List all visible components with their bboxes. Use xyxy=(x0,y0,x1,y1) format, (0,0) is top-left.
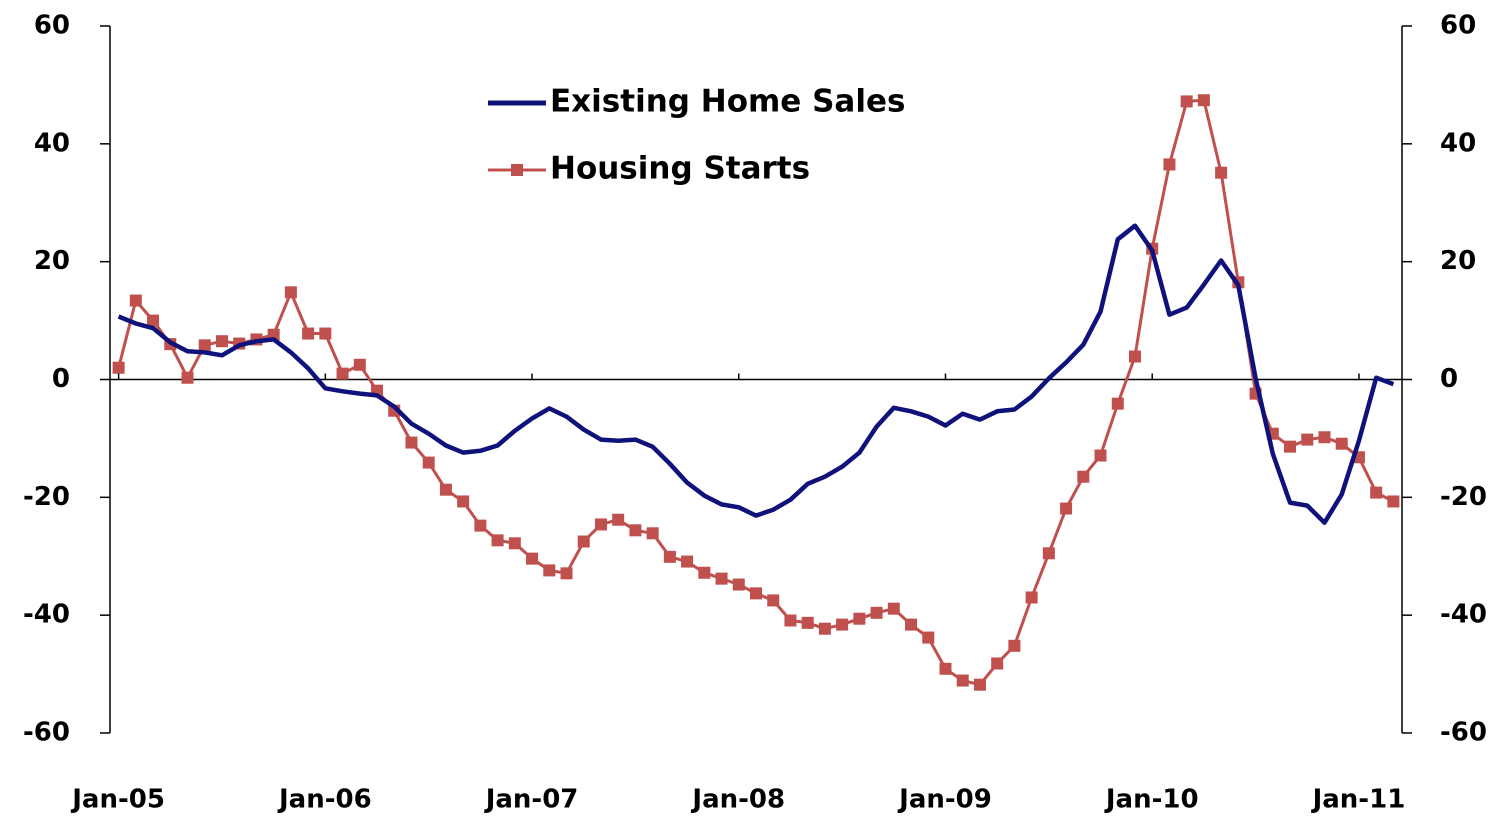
y-tick-label: 0 xyxy=(52,364,70,394)
point-marker xyxy=(750,587,762,600)
y2-tick-label: -20 xyxy=(1440,482,1487,512)
point-marker xyxy=(526,552,539,565)
point-marker xyxy=(319,327,332,340)
point-marker xyxy=(1025,591,1038,604)
y-tick-label: -40 xyxy=(23,600,70,630)
point-marker xyxy=(336,367,349,380)
point-marker xyxy=(629,524,642,537)
y2-tick-label: 60 xyxy=(1440,11,1476,41)
point-marker xyxy=(767,594,780,607)
x-tick-label: Jan-10 xyxy=(1104,785,1199,815)
point-marker xyxy=(439,483,452,496)
series-line xyxy=(117,223,1395,525)
point-marker xyxy=(1163,158,1176,171)
y2-tick-label: -60 xyxy=(1440,718,1487,748)
point-marker xyxy=(956,674,969,687)
point-marker xyxy=(681,555,694,568)
point-marker xyxy=(1180,95,1193,108)
point-marker xyxy=(215,335,228,348)
legend: Existing Home Sales Housing Starts xyxy=(488,84,905,187)
point-marker xyxy=(147,314,160,327)
y-tick-label: -20 xyxy=(23,482,70,512)
y-tick-label: 40 xyxy=(34,128,70,158)
point-marker xyxy=(715,572,728,585)
point-marker xyxy=(801,616,814,629)
point-marker xyxy=(198,339,211,352)
y-tick-label: 60 xyxy=(34,11,70,41)
point-marker xyxy=(1060,502,1073,515)
point-marker xyxy=(1077,470,1090,483)
x-tick-label: Jan-08 xyxy=(690,785,785,815)
point-marker xyxy=(698,566,711,579)
point-marker xyxy=(612,513,625,526)
point-marker xyxy=(405,436,418,449)
point-marker xyxy=(1387,495,1400,508)
point-marker xyxy=(887,602,900,615)
point-marker xyxy=(1128,350,1141,363)
point-marker xyxy=(112,361,125,374)
point-marker xyxy=(818,622,831,635)
x-tick-label: Jan-05 xyxy=(70,785,165,815)
point-marker xyxy=(1335,437,1348,450)
point-marker xyxy=(577,535,590,548)
point-marker xyxy=(594,518,607,531)
point-marker xyxy=(973,678,986,691)
y2-tick-label: 0 xyxy=(1440,364,1458,394)
point-marker xyxy=(732,578,745,591)
point-marker xyxy=(422,456,435,469)
point-marker xyxy=(1094,449,1107,462)
point-marker xyxy=(853,612,866,625)
y2-tick-label: 40 xyxy=(1440,128,1476,158)
y2-tick-label: -40 xyxy=(1440,600,1487,630)
point-marker xyxy=(991,657,1004,670)
point-marker xyxy=(1215,166,1228,179)
point-marker xyxy=(302,327,315,340)
point-marker xyxy=(1008,639,1021,652)
point-marker xyxy=(1301,433,1314,446)
x-tick-label: Jan-07 xyxy=(484,785,579,815)
point-marker xyxy=(560,567,573,580)
point-marker xyxy=(457,495,470,508)
point-marker xyxy=(1284,440,1297,453)
x-tick-label: Jan-09 xyxy=(897,785,992,815)
legend-marker xyxy=(511,164,523,176)
point-marker xyxy=(474,519,487,532)
point-marker xyxy=(181,371,194,384)
point-marker xyxy=(1042,547,1055,560)
point-marker xyxy=(646,527,659,540)
x-tick-label: Jan-11 xyxy=(1311,785,1406,815)
point-marker xyxy=(543,564,556,577)
point-marker xyxy=(1197,94,1210,107)
point-marker xyxy=(353,358,366,371)
point-marker xyxy=(1111,397,1124,410)
point-marker xyxy=(905,618,918,631)
point-marker xyxy=(836,618,849,631)
point-marker xyxy=(1318,431,1331,444)
point-marker xyxy=(508,537,521,550)
point-marker xyxy=(491,534,504,547)
point-marker xyxy=(284,286,297,299)
point-marker xyxy=(784,614,797,627)
point-marker xyxy=(1370,486,1383,499)
legend-label: Existing Home Sales xyxy=(550,84,905,120)
point-marker xyxy=(129,294,142,307)
y-tick-label: -60 xyxy=(23,718,70,748)
point-marker xyxy=(922,631,935,644)
point-marker xyxy=(663,550,676,563)
y-tick-label: 20 xyxy=(34,246,70,276)
legend-label: Housing Starts xyxy=(550,151,810,187)
point-marker xyxy=(870,606,883,619)
point-marker xyxy=(939,662,952,675)
y2-tick-label: 20 xyxy=(1440,246,1476,276)
x-tick-label: Jan-06 xyxy=(277,785,372,815)
